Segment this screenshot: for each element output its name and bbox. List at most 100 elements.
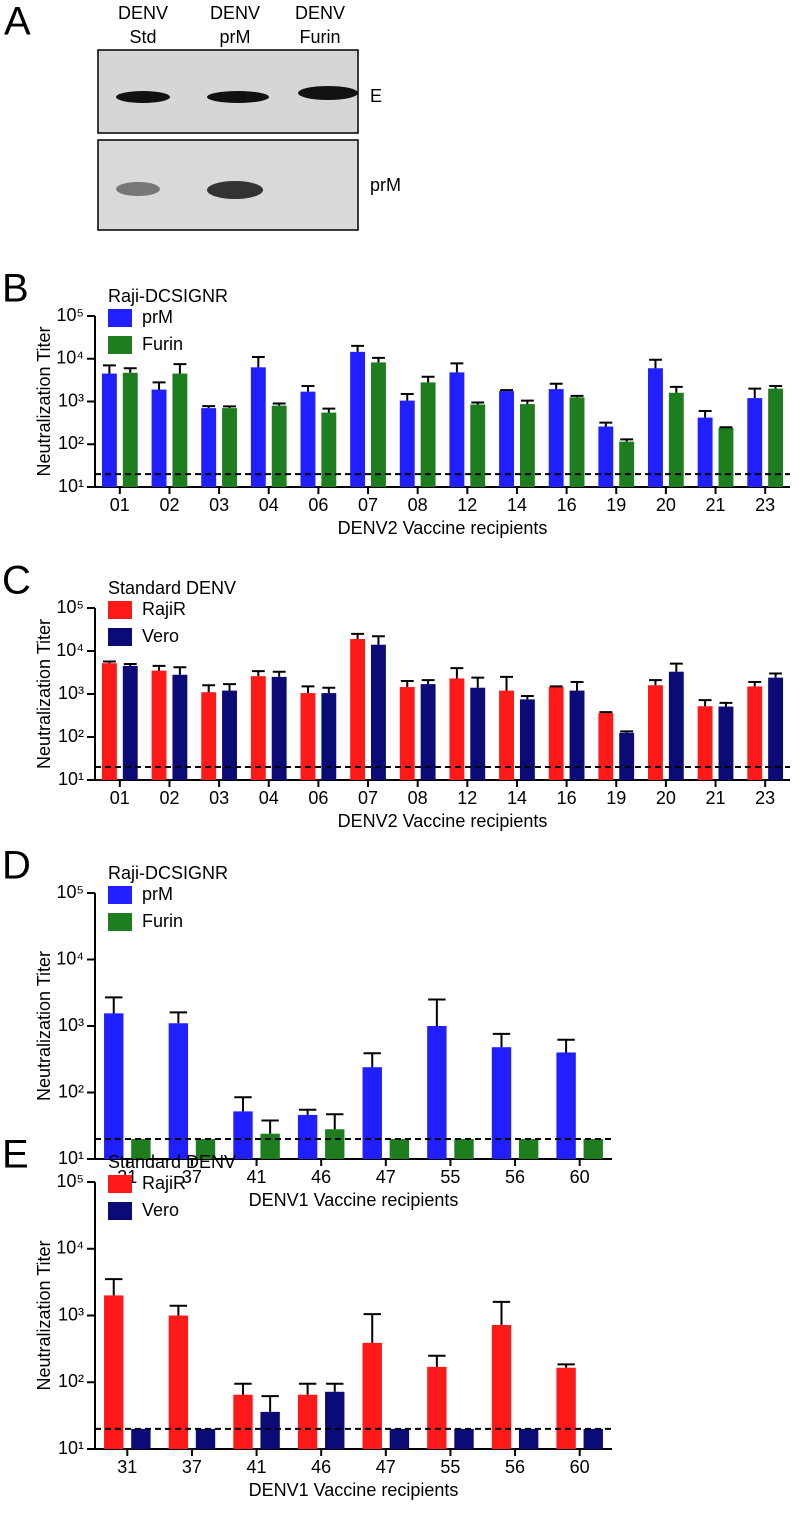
blot-band: [207, 91, 269, 103]
bar: [648, 685, 663, 780]
y-tick-label: 10⁴: [56, 1238, 84, 1258]
error-bar: [520, 694, 534, 700]
error-bar: [500, 675, 513, 691]
x-tick-label: 06: [308, 495, 328, 515]
error-bar: [102, 364, 116, 374]
bar: [233, 1394, 253, 1449]
bar: [250, 367, 266, 487]
bar: [389, 1428, 410, 1449]
error-bar: [669, 385, 683, 393]
bar: [371, 362, 386, 487]
error-bar: [105, 996, 123, 1014]
x-tick-label: 01: [110, 788, 130, 808]
error-bar: [492, 1032, 511, 1048]
error-bar: [234, 1382, 252, 1395]
bar: [271, 676, 287, 780]
bar: [151, 389, 167, 487]
bar: [201, 408, 217, 487]
bar: [151, 670, 167, 780]
error-bar: [500, 389, 513, 392]
bar: [470, 404, 486, 487]
bar: [569, 397, 585, 487]
x-tick-label: 04: [259, 495, 279, 515]
bar: [260, 1133, 280, 1159]
y-axis-title: Neutralization Titer: [34, 1240, 54, 1390]
bar: [101, 373, 117, 487]
bar: [668, 392, 684, 487]
bar: [131, 1138, 151, 1159]
panel-label: C: [2, 559, 31, 603]
error-bar: [748, 681, 762, 687]
error-bar: [326, 1113, 344, 1130]
bar: [371, 644, 386, 780]
error-bar: [372, 635, 385, 645]
error-bar: [202, 684, 216, 693]
bar: [718, 706, 734, 780]
error-bar: [351, 344, 365, 352]
x-tick-label: 06: [308, 788, 328, 808]
bar: [518, 1138, 539, 1159]
x-tick-label: 19: [606, 495, 626, 515]
legend-title: Raji-DCSIGNR: [108, 286, 228, 306]
error-bar: [557, 1038, 575, 1053]
error-bar: [769, 672, 783, 678]
error-bar: [202, 405, 216, 409]
blot-band: [116, 182, 160, 196]
error-bar: [400, 392, 414, 401]
legend-swatch: [108, 913, 132, 931]
bar: [747, 398, 763, 487]
error-bar: [492, 1300, 511, 1326]
legend-swatch: [108, 336, 132, 354]
blot-row-label: E: [370, 86, 382, 106]
legend-swatch: [108, 309, 132, 327]
error-bar: [363, 1313, 381, 1343]
error-bar: [152, 381, 166, 390]
bar: [168, 1023, 189, 1159]
bar: [619, 732, 635, 780]
x-tick-label: 03: [209, 495, 229, 515]
error-bar: [471, 401, 485, 405]
error-bar: [261, 1119, 279, 1134]
x-tick-label: 46: [311, 1457, 331, 1477]
x-tick-label: 08: [408, 788, 428, 808]
lane-label: DENV: [118, 3, 168, 23]
bar: [747, 686, 763, 780]
error-bar: [769, 385, 783, 389]
error-bar: [649, 679, 662, 686]
y-tick-label: 10²: [58, 1081, 84, 1101]
error-bar: [234, 1096, 252, 1112]
bar: [399, 400, 415, 487]
y-tick-label: 10²: [58, 433, 84, 453]
error-bar: [400, 680, 414, 688]
legend-label: prM: [142, 307, 173, 327]
error-bar: [223, 405, 236, 409]
error-bar: [719, 426, 733, 429]
error-bar: [599, 421, 613, 427]
error-bar: [173, 363, 187, 374]
bar: [172, 373, 188, 487]
error-bar: [549, 382, 563, 390]
bar: [449, 372, 465, 487]
legend-swatch: [108, 886, 132, 904]
bar: [297, 1394, 318, 1449]
error-bar: [557, 1363, 575, 1368]
y-tick-label: 10³: [58, 390, 84, 410]
bar: [548, 687, 564, 780]
bar: [233, 1111, 253, 1159]
bar: [499, 690, 514, 780]
bar: [300, 693, 316, 780]
bar: [697, 417, 713, 487]
bar: [556, 1052, 576, 1159]
blot-band: [116, 91, 170, 103]
bar: [598, 713, 614, 780]
x-tick-label: 20: [656, 788, 676, 808]
y-tick-label: 10²: [58, 1371, 84, 1391]
bar: [122, 372, 138, 487]
error-bar: [322, 686, 336, 694]
lane-label: DENV: [295, 3, 345, 23]
x-axis-title: DENV2 Vaccine recipients: [338, 811, 548, 831]
error-bar: [301, 385, 315, 392]
bar: [271, 405, 287, 487]
error-bar: [298, 1108, 317, 1115]
